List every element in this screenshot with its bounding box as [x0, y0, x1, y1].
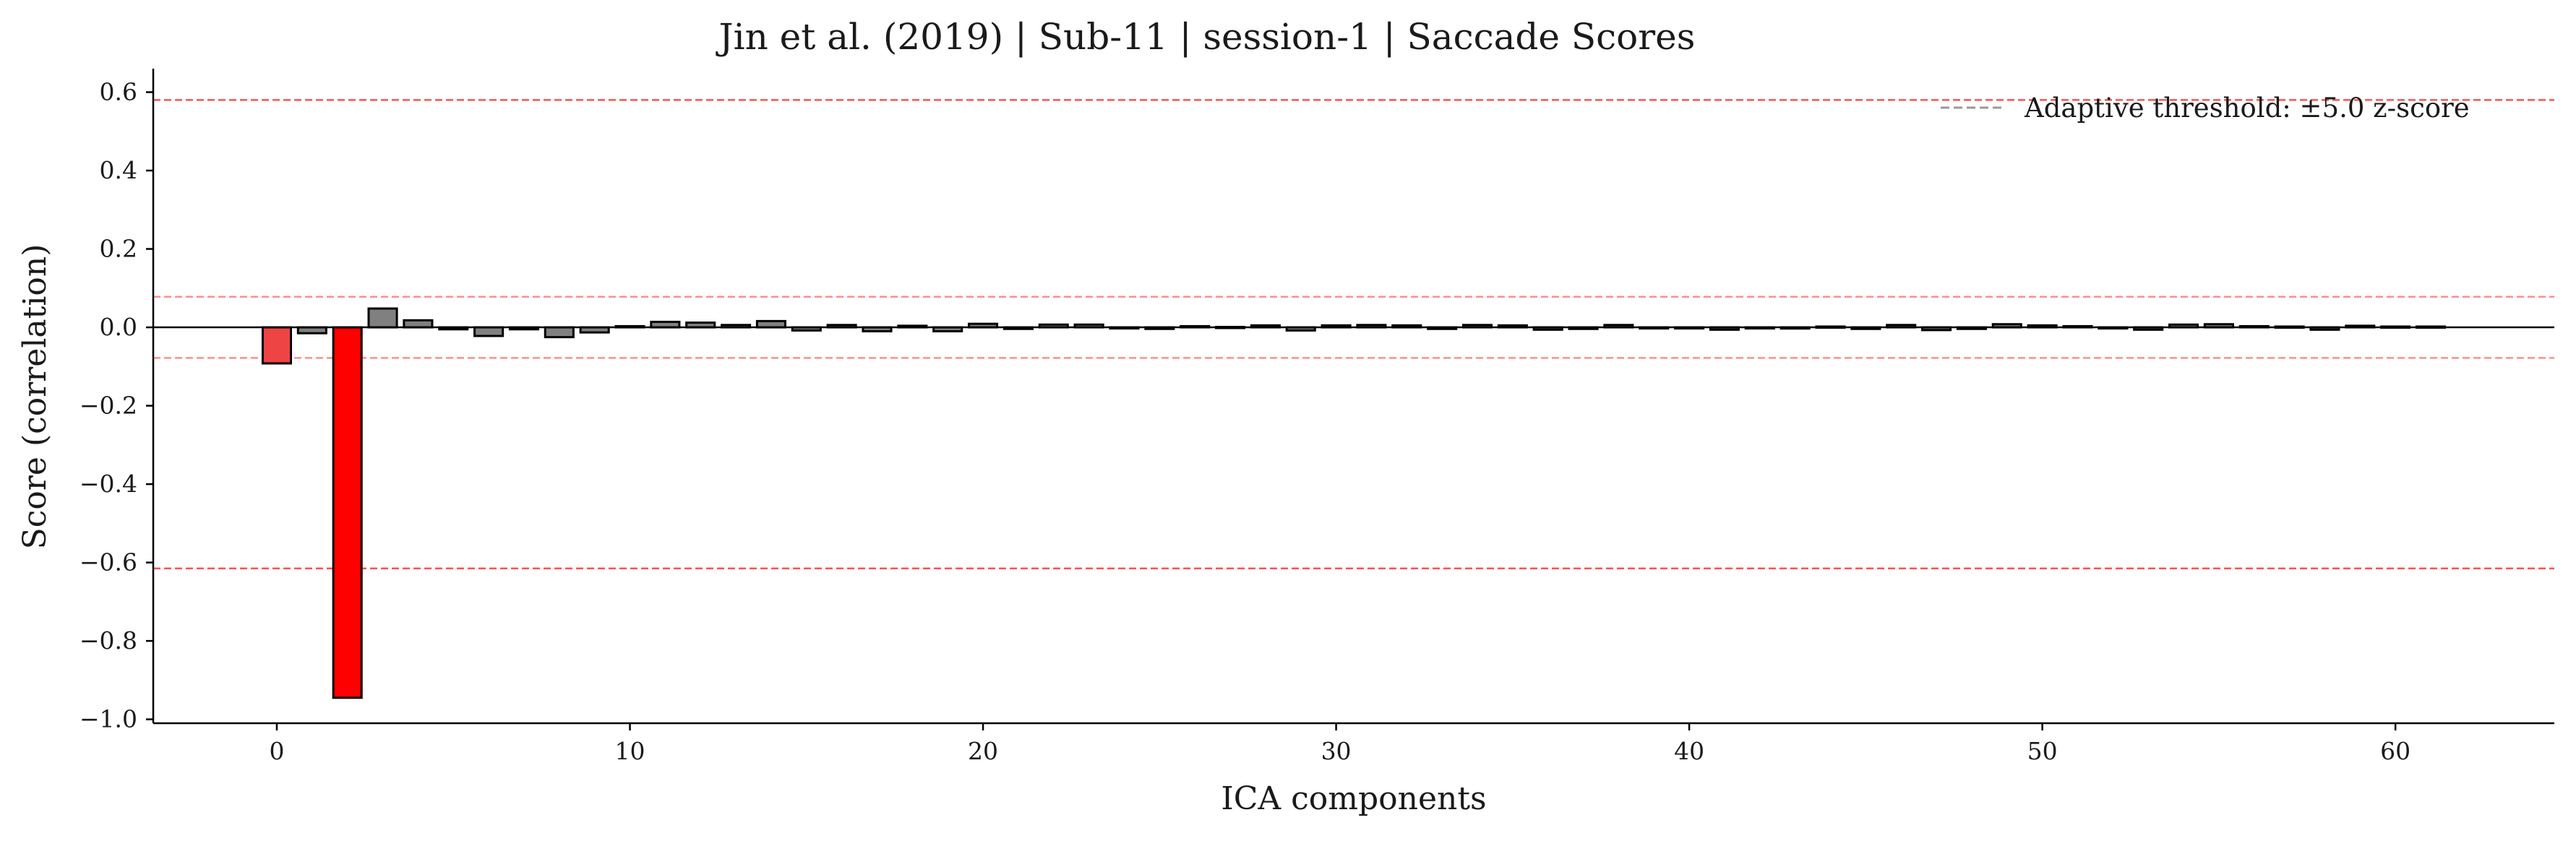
x-tick-label: 60	[2380, 737, 2410, 765]
x-tick-label: 0	[269, 737, 284, 765]
y-tick-label: 0.6	[100, 78, 137, 106]
threshold-lines	[153, 99, 2554, 569]
bar-component-14	[755, 319, 786, 329]
y-tick-label: 0.4	[100, 156, 137, 184]
x-tick-label: 10	[615, 737, 645, 765]
x-tick-label: 40	[1674, 737, 1704, 765]
y-tick-label: −0.2	[80, 392, 137, 420]
y-tick-label: −0.4	[80, 470, 137, 498]
y-tick-label: −0.8	[80, 626, 137, 655]
x-tick-label: 20	[968, 737, 998, 765]
legend: Adaptive threshold: ±5.0 z-score	[1941, 92, 2470, 124]
axes: 0.6 0.4 0.2 0.0 −0.2 −0.4 −0.6 −0.8 −1.0 0 10 20 30 4…	[80, 69, 2554, 765]
bar-component-0	[261, 326, 293, 365]
bars	[261, 307, 2447, 699]
x-tick-label: 50	[2027, 737, 2058, 765]
bar-component-8	[544, 326, 575, 339]
bar-component-4	[403, 319, 434, 329]
bar-component-3	[367, 307, 398, 329]
legend-label: Adaptive threshold: ±5.0 z-score	[2024, 92, 2470, 124]
y-tick-label: 0.0	[100, 313, 137, 341]
bar-component-6	[473, 326, 505, 337]
bar-component-2	[332, 326, 363, 699]
x-axis-label: ICA components	[1221, 780, 1486, 817]
chart-title: Jin et al. (2019) | Sub-11 | session-1 |…	[716, 16, 1696, 58]
y-tick-label: −1.0	[80, 705, 137, 733]
y-tick-label: −0.6	[80, 548, 137, 577]
y-axis-label: Score (correlation)	[17, 244, 53, 550]
x-tick-label: 30	[1321, 737, 1352, 765]
y-tick-label: 0.2	[100, 235, 137, 263]
